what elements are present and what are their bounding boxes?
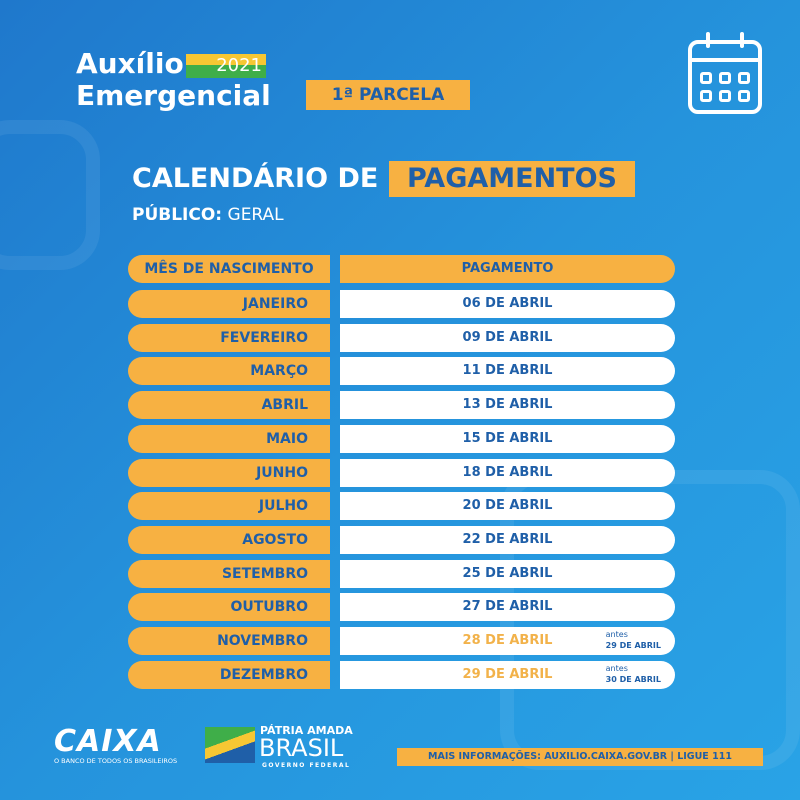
payment-date-text: 18 DE ABRIL xyxy=(462,464,553,480)
table-row: MARÇO 11 DE ABRIL xyxy=(128,357,675,386)
payment-date: 27 DE ABRIL xyxy=(340,593,675,622)
birth-month: MARÇO xyxy=(128,357,330,386)
payment-date-text: 13 DE ABRIL xyxy=(462,397,553,413)
payment-date-text: 28 DE ABRIL xyxy=(462,633,553,648)
payment-date: 15 DE ABRIL xyxy=(340,424,675,453)
table-row: ABRIL 13 DE ABRIL xyxy=(128,391,675,420)
payment-date-text: 11 DE ABRIL xyxy=(462,363,553,379)
table-row: AGOSTO 22 DE ABRIL xyxy=(128,525,675,554)
birth-month: ABRIL xyxy=(128,391,330,420)
brasil-flag-logo xyxy=(205,727,255,763)
payment-date: 22 DE ABRIL xyxy=(340,525,675,554)
birth-month: MAIO xyxy=(128,424,330,453)
calendar-icon xyxy=(688,32,762,114)
payment-date-text: 27 DE ABRIL xyxy=(462,599,553,615)
program-title: Auxílio Emergencial xyxy=(76,47,271,112)
table-row: JUNHO 18 DE ABRIL xyxy=(128,458,675,487)
payment-date-text: 06 DE ABRIL xyxy=(462,296,553,311)
public-label: PÚBLICO: GERAL xyxy=(132,205,284,225)
payment-date-text: 20 DE ABRIL xyxy=(462,498,553,514)
birth-month: JULHO xyxy=(128,492,330,521)
birth-month: JUNHO xyxy=(128,458,330,487)
payment-date: 13 DE ABRIL xyxy=(340,391,675,420)
parcela-badge: 1ª PARCELA xyxy=(306,80,470,110)
payment-date: 11 DE ABRIL xyxy=(340,357,675,386)
table-row: NOVEMBRO 28 DE ABRIL antes 29 DE ABRIL xyxy=(128,627,675,655)
note-label: antes xyxy=(605,630,628,639)
payment-date: 20 DE ABRIL xyxy=(340,492,675,521)
credit-note: antes 30 DE ABRIL xyxy=(606,663,661,685)
decorative-shape xyxy=(0,120,100,270)
credit-note: antes 29 DE ABRIL xyxy=(606,629,661,651)
caixa-logo: CAIXA xyxy=(54,724,162,759)
birth-month: FEVEREIRO xyxy=(128,323,330,352)
more-info-banner: MAIS INFORMAÇÕES: AUXILIO.CAIXA.GOV.BR |… xyxy=(397,748,763,766)
table-row: MAIO 15 DE ABRIL xyxy=(128,424,675,453)
birth-month: OUTUBRO xyxy=(128,593,330,622)
payment-date: 18 DE ABRIL xyxy=(340,458,675,487)
year-badge: 2021 xyxy=(186,54,266,78)
table-row: FEVEREIRO 09 DE ABRIL xyxy=(128,323,675,352)
birth-month: DEZEMBRO xyxy=(128,660,330,689)
note-date: 29 DE ABRIL xyxy=(605,641,661,650)
note-label: antes xyxy=(605,663,628,673)
table-header: MÊS DE NASCIMENTO PAGAMENTO xyxy=(128,255,675,283)
payment-date-text: 09 DE ABRIL xyxy=(462,329,553,345)
payment-date-text: 15 DE ABRIL xyxy=(462,430,553,446)
payment-date-text: 25 DE ABRIL xyxy=(462,565,553,581)
birth-month: SETEMBRO xyxy=(128,559,330,588)
table-row: SETEMBRO 25 DE ABRIL xyxy=(128,559,675,588)
table-row: JANEIRO 06 DE ABRIL xyxy=(128,290,675,318)
page-title: CALENDÁRIO DE xyxy=(132,163,379,194)
note-date: 30 DE ABRIL xyxy=(605,674,661,684)
birth-month: JANEIRO xyxy=(128,290,330,318)
payment-date-text: 29 DE ABRIL xyxy=(462,666,553,682)
payment-date: 25 DE ABRIL xyxy=(340,559,675,588)
header-payment: PAGAMENTO xyxy=(340,255,675,283)
page-title-highlight: PAGAMENTOS xyxy=(389,161,635,197)
payment-date: 06 DE ABRIL xyxy=(340,290,675,318)
caixa-tagline: O BANCO DE TODOS OS BRASILEIROS xyxy=(54,757,178,765)
birth-month: NOVEMBRO xyxy=(128,627,330,655)
payment-date: 29 DE ABRIL antes 30 DE ABRIL xyxy=(340,660,675,689)
payment-date-text: 22 DE ABRIL xyxy=(462,531,553,547)
table-row: DEZEMBRO 29 DE ABRIL antes 30 DE ABRIL xyxy=(128,660,675,689)
header-birth-month: MÊS DE NASCIMENTO xyxy=(128,255,330,283)
table-row: JULHO 20 DE ABRIL xyxy=(128,492,675,521)
brasil-text: BRASIL xyxy=(259,734,344,762)
patria-amada-text: PÁTRIA AMADA xyxy=(260,724,353,737)
governo-federal-text: GOVERNO FEDERAL xyxy=(262,762,351,769)
birth-month: AGOSTO xyxy=(128,525,330,554)
table-row: OUTUBRO 27 DE ABRIL xyxy=(128,593,675,622)
payment-date: 09 DE ABRIL xyxy=(340,323,675,352)
payment-date: 28 DE ABRIL antes 29 DE ABRIL xyxy=(340,627,675,655)
